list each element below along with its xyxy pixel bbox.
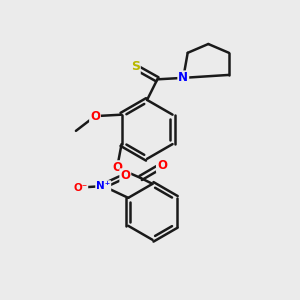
Text: O: O <box>157 159 167 172</box>
Text: O: O <box>120 169 130 182</box>
Text: N⁺: N⁺ <box>96 181 110 191</box>
Text: N: N <box>178 71 188 84</box>
Text: O: O <box>112 161 122 174</box>
Text: S: S <box>131 61 140 74</box>
Text: O: O <box>90 110 100 123</box>
Text: O⁻: O⁻ <box>73 182 87 193</box>
